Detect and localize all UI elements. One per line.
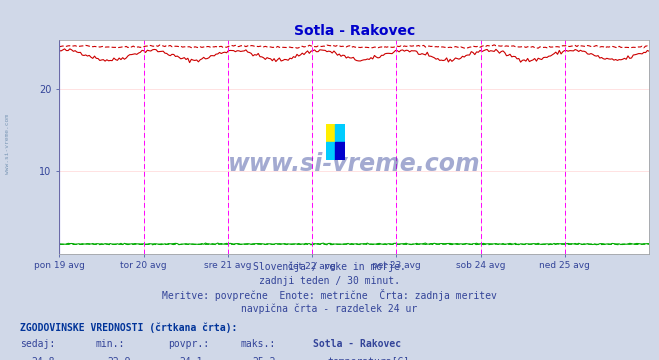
Text: temperatura[C]: temperatura[C] xyxy=(328,357,410,360)
Text: www.si-vreme.com: www.si-vreme.com xyxy=(228,152,480,176)
Bar xyxy=(326,142,335,160)
Text: sedaj:: sedaj: xyxy=(20,339,55,350)
Text: navpična črta - razdelek 24 ur: navpična črta - razdelek 24 ur xyxy=(241,303,418,314)
Bar xyxy=(326,124,335,142)
Text: www.si-vreme.com: www.si-vreme.com xyxy=(5,114,11,174)
Text: Sotla - Rakovec: Sotla - Rakovec xyxy=(313,339,401,350)
Text: 25,2: 25,2 xyxy=(252,357,275,360)
Text: maks.:: maks.: xyxy=(241,339,275,350)
Text: 24,8: 24,8 xyxy=(31,357,55,360)
Text: zadnji teden / 30 minut.: zadnji teden / 30 minut. xyxy=(259,276,400,286)
Text: ZGODOVINSKE VREDNOSTI (črtkana črta):: ZGODOVINSKE VREDNOSTI (črtkana črta): xyxy=(20,322,237,333)
Text: 22,9: 22,9 xyxy=(107,357,130,360)
Bar xyxy=(335,142,345,160)
Bar xyxy=(335,124,345,142)
Text: Slovenija / reke in morje.: Slovenija / reke in morje. xyxy=(253,262,406,272)
Text: 24,1: 24,1 xyxy=(179,357,203,360)
Text: ■: ■ xyxy=(313,357,325,360)
Text: povpr.:: povpr.: xyxy=(168,339,209,350)
Title: Sotla - Rakovec: Sotla - Rakovec xyxy=(294,24,415,39)
Text: min.:: min.: xyxy=(96,339,125,350)
Text: Meritve: povprečne  Enote: metrične  Črta: zadnja meritev: Meritve: povprečne Enote: metrične Črta:… xyxy=(162,289,497,301)
